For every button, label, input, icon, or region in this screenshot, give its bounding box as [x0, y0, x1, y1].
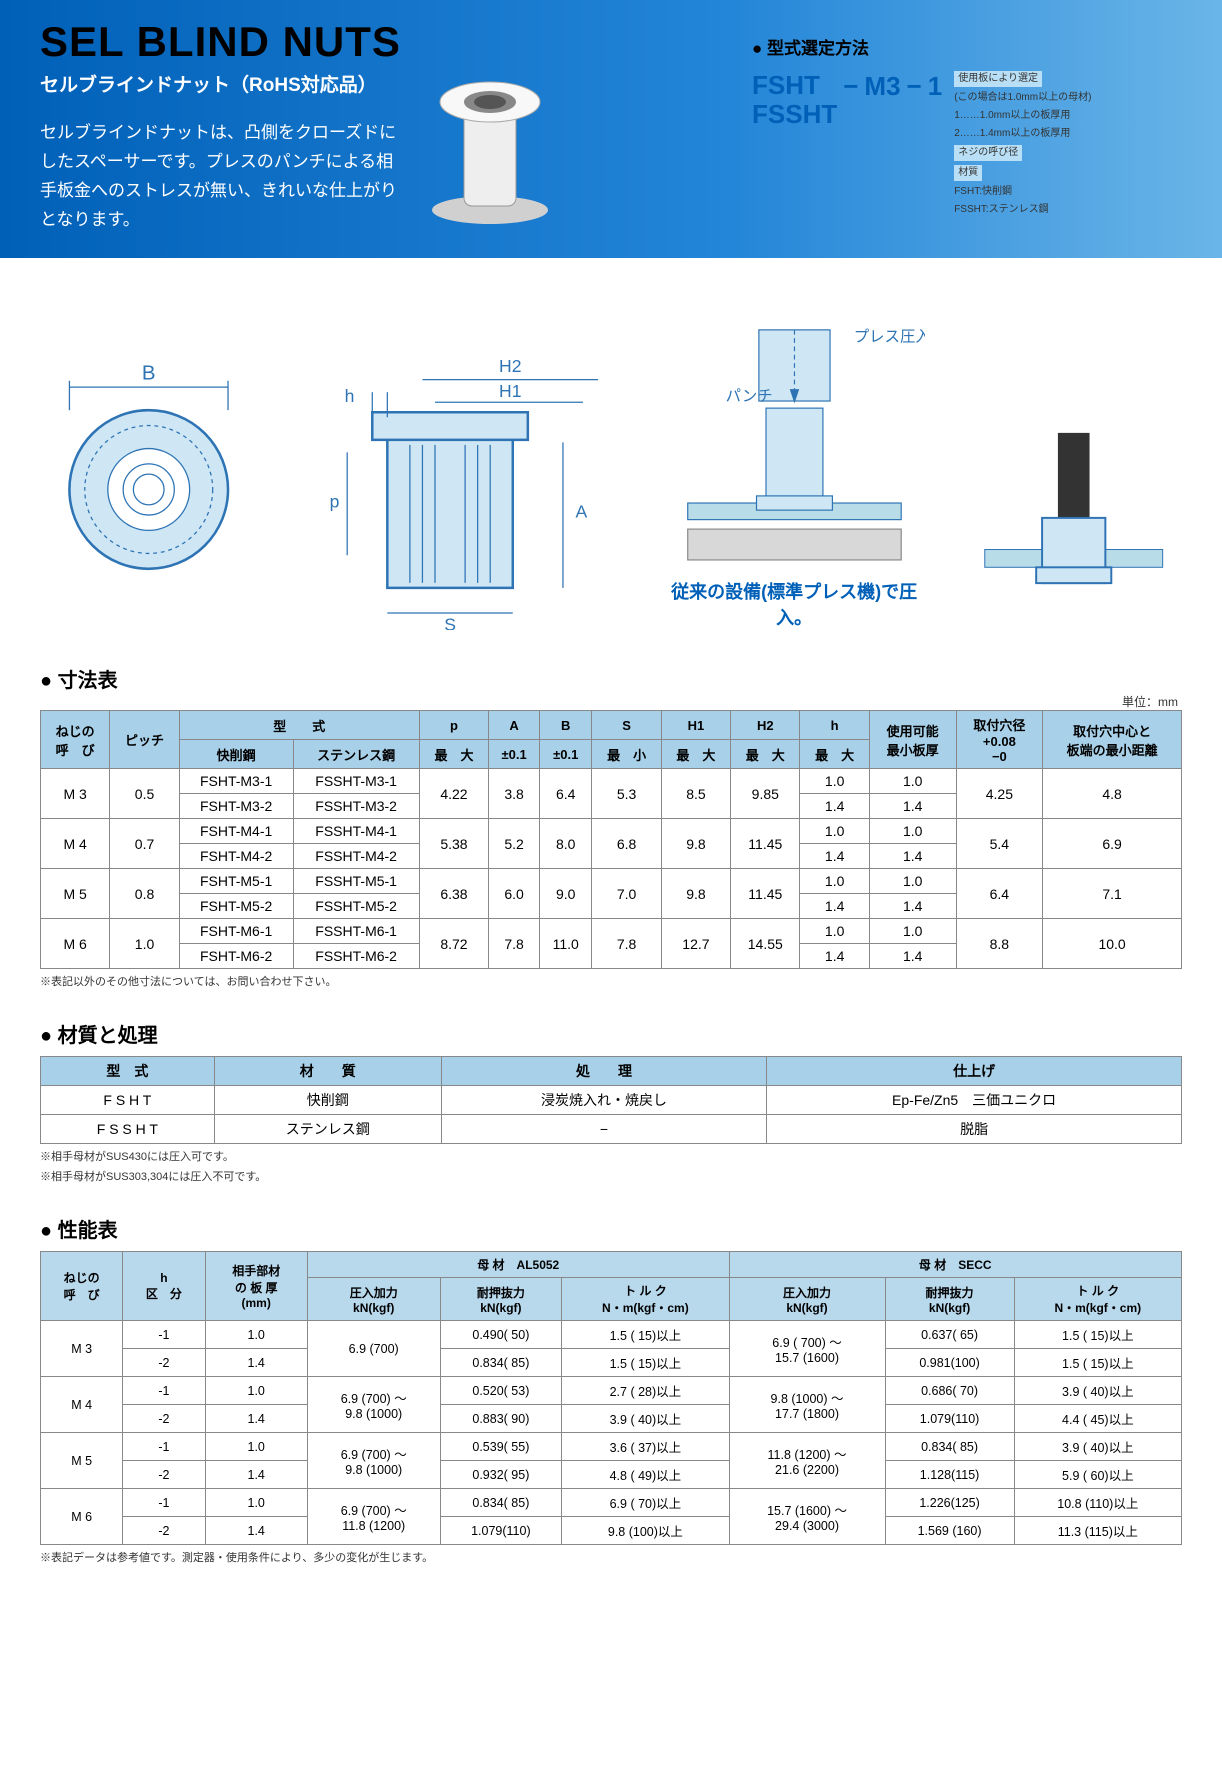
- table-row: F S H T快削鋼浸炭焼入れ・焼戻しEp-Fe/Zn5 三価ユニクロ: [41, 1086, 1182, 1115]
- diagram-zone: B h H2 H1 A p S プレス圧入 パンチ 従来の設備(標準プレ: [0, 258, 1222, 640]
- model-notes: 使用板により選定 (この場合は1.0mm以上の母材) 1……1.0mm以上の板厚…: [954, 71, 1091, 221]
- table-row: M 40.7 FSHT-M4-1FSSHT-M4-1 5.385.28.0 6.…: [41, 819, 1182, 844]
- table-row: -21.4 0.932( 95)4.8 ( 49)以上 1.128(115)5.…: [41, 1461, 1182, 1489]
- product-description: セルブラインドナットは、凸側をクローズドにしたスペーサーです。プレスのパンチによ…: [40, 119, 400, 235]
- svg-text:プレス圧入: プレス圧入: [853, 328, 924, 346]
- table-row: -21.4 0.834( 85)1.5 ( 15)以上 0.981(100)1.…: [41, 1349, 1182, 1377]
- svg-text:S: S: [445, 614, 457, 630]
- diagram-press-insertion: プレス圧入 パンチ: [664, 318, 925, 567]
- material-table: 型 式 材 質 処 理 仕上げ F S H T快削鋼浸炭焼入れ・焼戻しEp-Fe…: [40, 1056, 1182, 1144]
- svg-text:h: h: [345, 386, 355, 406]
- performance-table-title: ● 性能表: [40, 1214, 1182, 1243]
- dimension-table: ねじの呼 びピッチ 型 式 pABS H1H2h 使用可能最小板厚 取付穴径+0…: [40, 710, 1182, 969]
- product-photo: [410, 60, 570, 230]
- diagram-side-view: h H2 H1 A p S: [297, 342, 623, 631]
- table-row: M 30.5 FSHT-M3-1FSSHT-M3-1 4.223.86.4 5.…: [41, 769, 1182, 794]
- material-footnote-1: ※相手母材がSUS430には圧入可です。: [40, 1148, 1182, 1164]
- performance-footnote: ※表記データは参考値です。測定器・使用条件により、多少の変化が生じます。: [40, 1549, 1182, 1565]
- svg-text:H2: H2: [499, 356, 521, 376]
- table-row: M 61.0 FSHT-M6-1FSSHT-M6-1 8.727.811.0 7…: [41, 919, 1182, 944]
- table-row: -21.4 1.079(110)9.8 (100)以上 1.569 (160)1…: [41, 1517, 1182, 1545]
- dimension-table-unit: 単位：mm: [40, 693, 1182, 710]
- table-row: M 4 -11.0 6.9 (700) ～9.8 (1000)0.520( 53…: [41, 1377, 1182, 1405]
- svg-text:p: p: [330, 491, 340, 511]
- header-banner: SEL BLIND NUTS セルブラインドナット（RoHS対応品） セルブライ…: [0, 0, 1222, 258]
- table-row: -21.4 0.883( 90)3.9 ( 40)以上 1.079(110)4.…: [41, 1405, 1182, 1433]
- svg-text:H1: H1: [499, 381, 521, 401]
- material-table-title: ● 材質と処理: [40, 1019, 1182, 1048]
- svg-text:A: A: [576, 501, 588, 521]
- table-row: M 50.8 FSHT-M5-1FSSHT-M5-1 6.386.09.0 7.…: [41, 869, 1182, 894]
- svg-text:B: B: [142, 361, 156, 384]
- table-row: M 5 -11.0 6.9 (700) ～9.8 (1000)0.539( 55…: [41, 1433, 1182, 1461]
- material-footnote-2: ※相手母材がSUS303,304には圧入不可です。: [40, 1168, 1182, 1184]
- performance-table: ねじの呼 び h区 分 相手部材の 板 厚(mm) 母 材 AL5052 母 材…: [40, 1251, 1182, 1545]
- diagram-front-view: B: [40, 336, 257, 630]
- table-row: M 3 -11.0 6.9 (700)0.490( 50)1.5 ( 15)以上…: [41, 1321, 1182, 1349]
- dimension-table-title: ● 寸法表: [40, 664, 1182, 693]
- table-row: F S S H Tステンレス鋼−脱脂: [41, 1115, 1182, 1144]
- dimension-footnote: ※表記以外のその他寸法については、お問い合わせ下さい。: [40, 973, 1182, 989]
- svg-text:パンチ: パンチ: [725, 388, 772, 405]
- diagram-installed: [965, 423, 1182, 631]
- table-row: M 6 -11.0 6.9 (700) ～11.8 (1200)0.834( 8…: [41, 1489, 1182, 1517]
- model-selection-box: ● 型式選定方法 FSHT FSSHT − M3 − 1 使用板により選定 (こ…: [752, 34, 1192, 221]
- diagram-caption: 従来の設備(標準プレス機)で圧入。: [664, 578, 925, 630]
- model-selection-title: ● 型式選定方法: [752, 34, 1192, 59]
